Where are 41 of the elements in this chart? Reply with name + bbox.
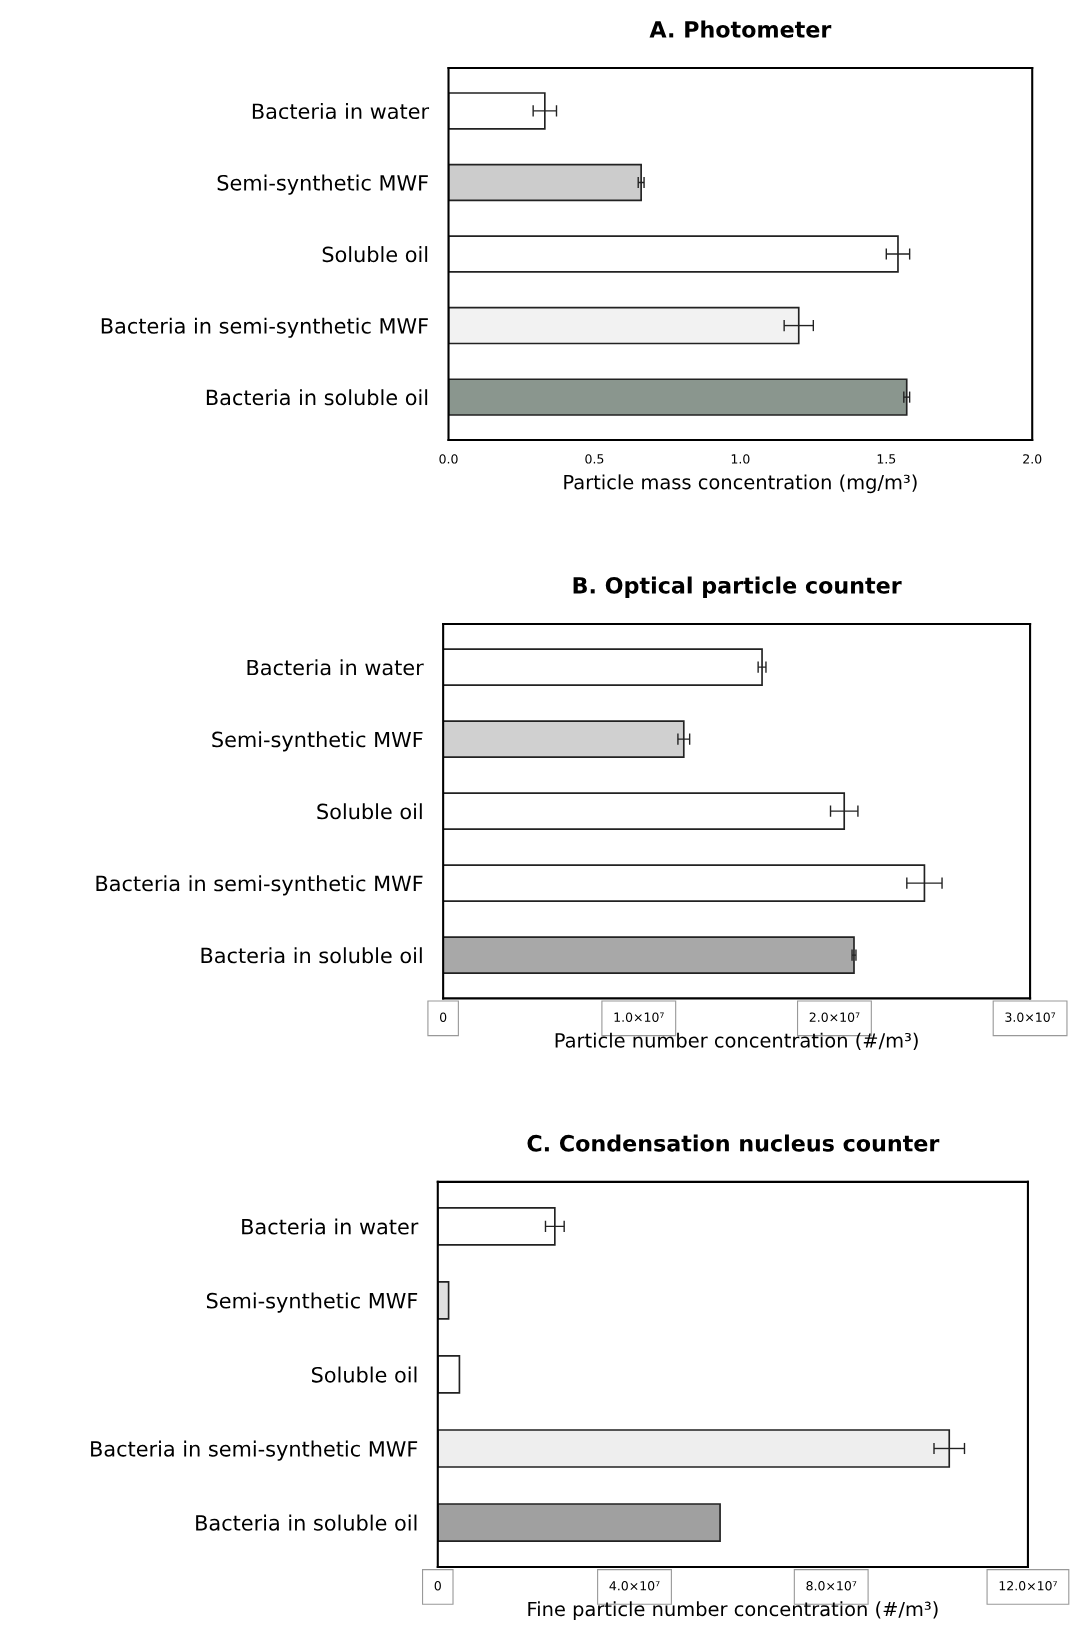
y-tick-label: Soluble oil	[322, 246, 428, 263]
y-tick-label: Semi-synthetic MWF	[206, 1292, 418, 1313]
x-tick-label: 8.0×10⁷	[806, 1581, 857, 1591]
bar	[443, 720, 685, 758]
x-tick-label: 0	[440, 1012, 447, 1022]
x-tick-label: 12.0×10⁷	[999, 1581, 1057, 1591]
bar	[437, 1503, 721, 1542]
x-tick-label: 0	[434, 1581, 441, 1591]
x-axis-title: Particle number concentration (#/m³)	[555, 1032, 918, 1050]
chart-title: B. Optical particle counter	[573, 576, 902, 599]
y-tick-label: Bacteria in soluble oil	[206, 389, 428, 406]
x-tick-label: 3.0×10⁷	[1005, 1012, 1056, 1022]
bar	[437, 1355, 461, 1394]
y-tick-label: Soluble oil	[311, 1366, 417, 1383]
x-tick-label: 1.0	[731, 454, 750, 464]
y-tick-label: Semi-synthetic MWF	[217, 174, 428, 195]
x-tick-label: 2.0	[1023, 454, 1042, 464]
bar	[448, 378, 908, 416]
y-tick-label: Bacteria in water	[242, 1218, 419, 1235]
y-tick-label: Bacteria in soluble oil	[201, 947, 422, 964]
x-tick-label: 1.0×10⁷	[614, 1012, 664, 1022]
chart-title: C. Condensation nucleus counter	[527, 1134, 940, 1152]
y-tick-label: Bacteria in semi-synthetic MWF	[91, 1440, 418, 1461]
y-tick-label: Bacteria in soluble oil	[196, 1514, 417, 1531]
bar	[443, 936, 855, 974]
y-tick-label: Semi-synthetic MWF	[212, 731, 423, 752]
bar	[448, 163, 642, 202]
x-tick-label: 0.0	[439, 454, 458, 464]
bar	[443, 648, 763, 686]
y-tick-label: Bacteria in water	[247, 659, 424, 676]
y-tick-label: Bacteria in water	[252, 103, 430, 120]
y-tick-label: Soluble oil	[317, 803, 422, 820]
x-tick-label: 1.5	[877, 454, 896, 464]
x-tick-label: 2.0×10⁷	[809, 1012, 860, 1022]
x-tick-label: 4.0×10⁷	[609, 1581, 660, 1591]
x-axis-title: Particle mass concentration (mg/m³)	[564, 474, 917, 494]
x-tick-label: 0.5	[585, 454, 604, 464]
chart-title: A. Photometer	[649, 20, 832, 38]
y-tick-label: Bacteria in semi-synthetic MWF	[101, 317, 428, 338]
x-axis-title: Fine particle number concentration (#/m³)	[528, 1601, 938, 1621]
y-tick-label: Bacteria in semi-synthetic MWF	[96, 875, 423, 896]
